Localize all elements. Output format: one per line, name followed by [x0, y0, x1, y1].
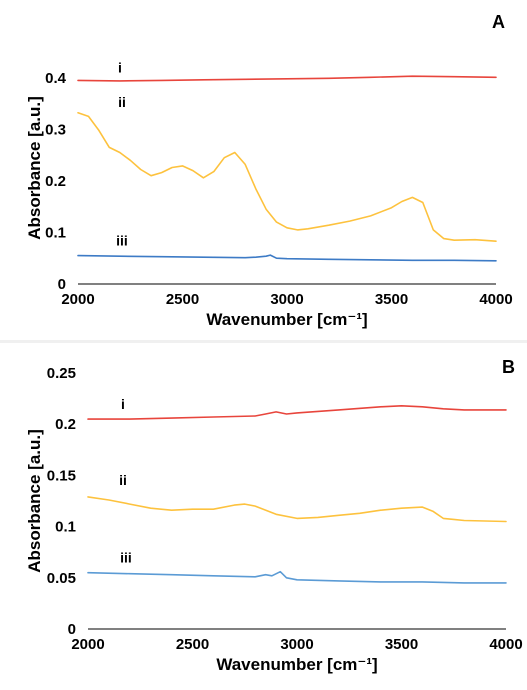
curve-label-iii: iii	[120, 550, 132, 566]
y-axis-title: Absorbance [a.u.]	[25, 429, 44, 573]
y-tick-label: 0.4	[45, 70, 67, 87]
y-tick-label: 0.05	[47, 570, 76, 587]
curve-label-iii: iii	[116, 233, 128, 249]
series-line-iii	[87, 570, 507, 584]
chart-panel-a: 0 0.1 0.2 0.3 0.4 2000 2500 3000 3500 4000 Wavenum…	[0, 0, 527, 340]
series-line-ii	[77, 112, 497, 242]
y-tick-label: 0.1	[55, 519, 76, 536]
x-tick-label: 3500	[385, 636, 418, 653]
y-tick-label: 0	[68, 621, 76, 638]
series-line-i	[87, 404, 507, 420]
y-tick-label: 0.1	[45, 224, 66, 241]
x-axis-title: Wavenumber [cm⁻¹]	[216, 655, 377, 674]
chart-panel-b: 0 0.05 0.1 0.15 0.2 0.25 2000 2500 3000 3500 4000 W…	[0, 343, 527, 685]
y-tick-label: 0.3	[45, 121, 66, 138]
curve-label-ii: ii	[118, 94, 126, 110]
y-tick-label: 0.2	[45, 173, 66, 190]
y-tick-label: 0	[58, 276, 66, 293]
x-tick-label: 2500	[176, 636, 209, 653]
x-tick-label: 3000	[280, 636, 313, 653]
series-line-iii	[77, 254, 497, 262]
x-tick-label: 3500	[375, 291, 408, 308]
curve-label-ii: ii	[119, 472, 127, 488]
y-tick-label: 0.25	[47, 365, 76, 382]
y-axis-title: Absorbance [a.u.]	[25, 96, 44, 240]
x-tick-label: 3000	[270, 291, 303, 308]
series-line-i	[77, 75, 497, 82]
panel-label: A	[492, 12, 505, 32]
panel-divider	[0, 340, 527, 343]
chart-svg: 0 0.1 0.2 0.3 0.4 2000 2500 3000 3500 4000 Wavenum…	[25, 12, 513, 329]
curve-label-i: i	[121, 396, 125, 412]
x-tick-label: 4000	[479, 291, 512, 308]
series-line-ii	[87, 496, 507, 523]
x-tick-label: 2500	[166, 291, 199, 308]
chart-svg: 0 0.05 0.1 0.15 0.2 0.25 2000 2500 3000 3500 4000 W…	[25, 357, 523, 674]
y-tick-label: 0.15	[47, 467, 76, 484]
curve-label-i: i	[118, 59, 122, 75]
x-tick-label: 2000	[61, 291, 94, 308]
y-tick-label: 0.2	[55, 416, 76, 433]
x-tick-label: 2000	[71, 636, 104, 653]
x-axis-title: Wavenumber [cm⁻¹]	[206, 310, 367, 329]
x-tick-label: 4000	[489, 636, 522, 653]
panel-label: B	[502, 357, 515, 377]
